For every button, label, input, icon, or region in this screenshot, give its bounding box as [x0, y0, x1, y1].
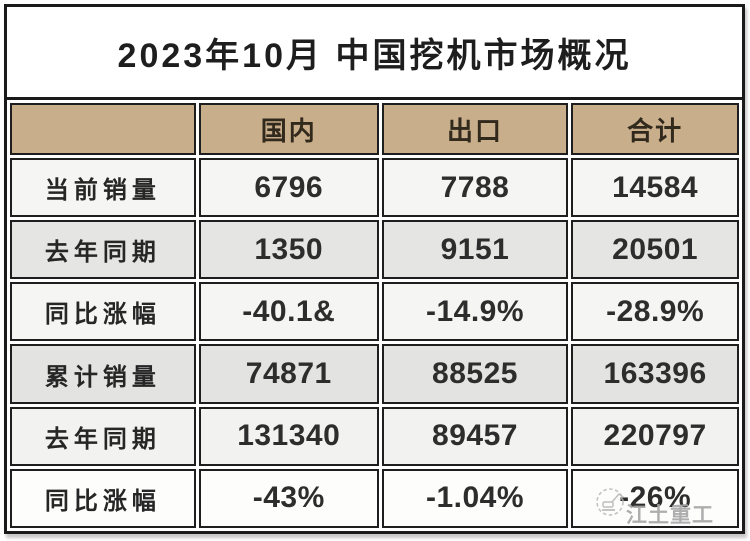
title-box: 2023年10月 中国挖机市场概况: [7, 7, 742, 100]
cell-value: 220797: [571, 406, 739, 466]
cell-value: 1350: [198, 220, 379, 280]
cell-value: -40.1&: [198, 282, 379, 342]
table-row-current-sales: 当前销量 6796 7788 14584: [10, 158, 739, 218]
table-row-cumulative-yoy-change: 同比涨幅 -43% -1.04% -26%: [10, 468, 739, 528]
cell-value: 89457: [381, 406, 569, 466]
row-label: 同比涨幅: [10, 282, 196, 342]
cell-value: 88525: [381, 344, 569, 404]
header-cell-blank: [10, 103, 196, 155]
market-table: 国内 出口 合计 当前销量 6796 7788 14584 去年同期 1350 …: [7, 100, 742, 531]
row-label: 去年同期: [10, 406, 196, 466]
cell-value: 6796: [198, 158, 379, 218]
row-label: 同比涨幅: [10, 468, 196, 528]
table-row-last-year-cumulative: 去年同期 131340 89457 220797: [10, 406, 739, 466]
cell-value: -26%: [571, 468, 739, 528]
cell-value: -1.04%: [381, 468, 569, 528]
header-cell-domestic: 国内: [198, 103, 379, 155]
cell-value: -14.9%: [381, 282, 569, 342]
cell-value: 131340: [198, 406, 379, 466]
cell-value: -28.9%: [571, 282, 739, 342]
cell-value: 9151: [381, 220, 569, 280]
row-label: 累计销量: [10, 344, 196, 404]
row-label: 去年同期: [10, 220, 196, 280]
cell-value: 20501: [571, 220, 739, 280]
page-title: 2023年10月 中国挖机市场概况: [117, 36, 632, 75]
table-row-last-year-same-period: 去年同期 1350 9151 20501: [10, 220, 739, 280]
cell-value: 7788: [381, 158, 569, 218]
cell-value: 74871: [198, 344, 379, 404]
row-label: 当前销量: [10, 158, 196, 218]
table-row-cumulative-sales: 累计销量 74871 88525 163396: [10, 344, 739, 404]
cell-value: -43%: [198, 468, 379, 528]
cell-value: 163396: [571, 344, 739, 404]
table-row-yoy-change: 同比涨幅 -40.1& -14.9% -28.9%: [10, 282, 739, 342]
table-frame: 2023年10月 中国挖机市场概况 国内 出口 合计 当前销量 6796 778…: [4, 4, 745, 534]
header-cell-total: 合计: [571, 103, 739, 155]
cell-value: 14584: [571, 158, 739, 218]
header-cell-export: 出口: [381, 103, 569, 155]
header-row: 国内 出口 合计: [10, 103, 739, 155]
